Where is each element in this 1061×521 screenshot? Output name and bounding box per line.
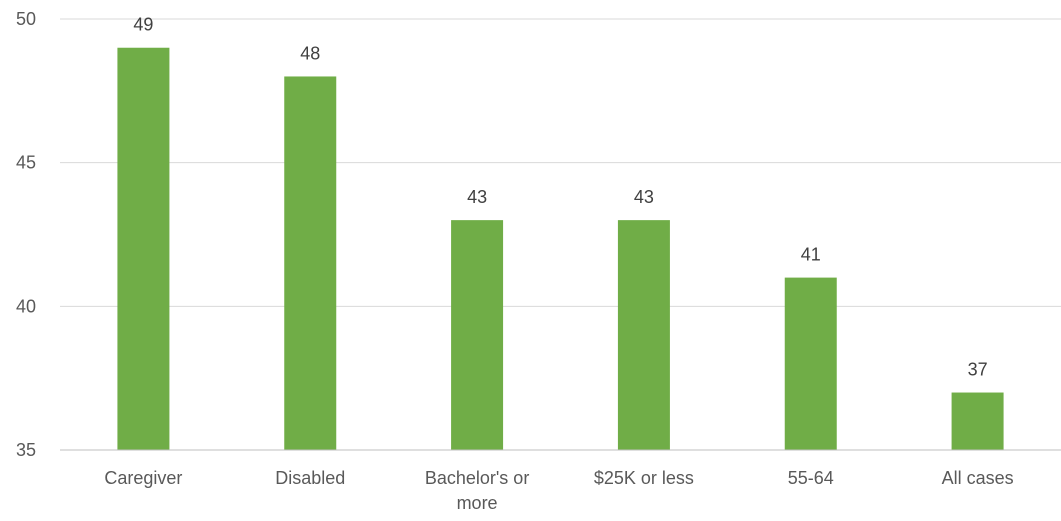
- bar: [951, 392, 1004, 450]
- y-tick-label: 50: [16, 9, 36, 29]
- category-label-line: more: [457, 493, 498, 513]
- labels: 35 40 45 50 49 Caregiver 48 Disabled 43 Bachelor'…: [16, 9, 1014, 513]
- data-label: 49: [133, 15, 153, 35]
- bar: [117, 47, 170, 450]
- bar: [451, 220, 504, 450]
- data-label: 41: [801, 245, 821, 265]
- category-label: 55-64: [788, 468, 834, 488]
- category-label-line: Bachelor's or: [425, 468, 529, 488]
- bar: [284, 76, 337, 450]
- data-label: 43: [467, 187, 487, 207]
- y-tick-label: 45: [16, 153, 36, 173]
- category-label: $25K or less: [594, 468, 694, 488]
- bar: [784, 277, 837, 450]
- y-tick-label: 40: [16, 296, 36, 316]
- category-label: Disabled: [275, 468, 345, 488]
- category-label-line: 55-64: [788, 468, 834, 488]
- category-label-line: Disabled: [275, 468, 345, 488]
- category-label: Caregiver: [104, 468, 182, 488]
- gridlines: [60, 18, 1061, 307]
- data-label: 37: [968, 360, 988, 380]
- data-label: 48: [300, 43, 320, 63]
- category-label-line: $25K or less: [594, 468, 694, 488]
- category-label-line: All cases: [942, 468, 1014, 488]
- category-label: All cases: [942, 468, 1014, 488]
- bars: [117, 47, 1004, 450]
- category-label-line: Caregiver: [104, 468, 182, 488]
- data-label: 43: [634, 187, 654, 207]
- bar: [617, 220, 670, 450]
- category-label: Bachelor's or more: [425, 468, 529, 513]
- y-tick-label: 35: [16, 440, 36, 460]
